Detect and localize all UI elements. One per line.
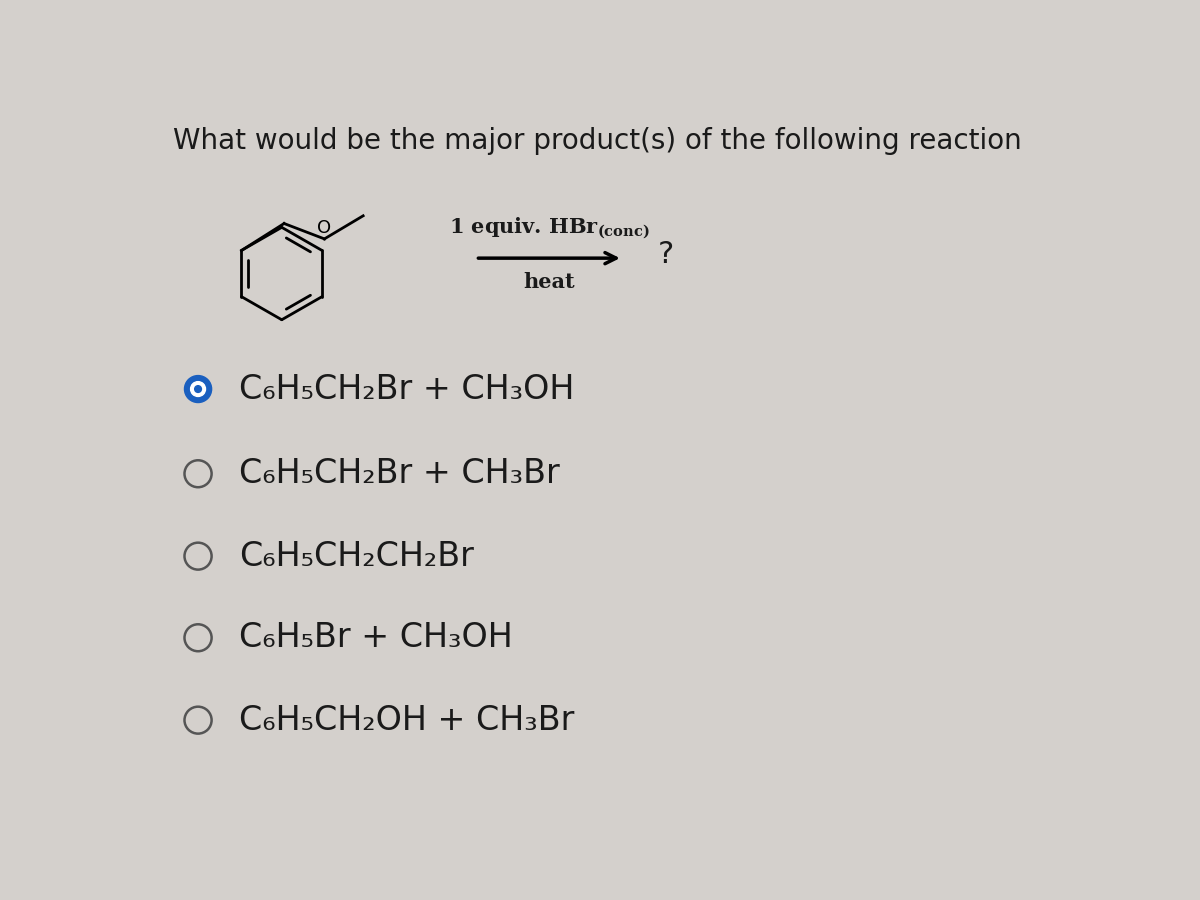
Text: O: O — [317, 219, 331, 237]
Circle shape — [191, 382, 205, 397]
Text: ?: ? — [658, 239, 674, 269]
Text: C₆H₅CH₂CH₂Br: C₆H₅CH₂CH₂Br — [239, 540, 474, 572]
Text: C₆H₅CH₂Br + CH₃OH: C₆H₅CH₂Br + CH₃OH — [239, 373, 575, 406]
Text: C₆H₅Br + CH₃OH: C₆H₅Br + CH₃OH — [239, 621, 512, 654]
Circle shape — [194, 386, 202, 392]
Text: C₆H₅CH₂OH + CH₃Br: C₆H₅CH₂OH + CH₃Br — [239, 704, 575, 736]
Circle shape — [185, 375, 211, 402]
Text: heat: heat — [523, 272, 575, 292]
Text: C₆H₅CH₂Br + CH₃Br: C₆H₅CH₂Br + CH₃Br — [239, 457, 560, 490]
Text: 1 equiv. HBr$_{\mathregular{(conc)}}$: 1 equiv. HBr$_{\mathregular{(conc)}}$ — [449, 216, 649, 241]
Text: What would be the major product(s) of the following reaction: What would be the major product(s) of th… — [173, 127, 1022, 155]
